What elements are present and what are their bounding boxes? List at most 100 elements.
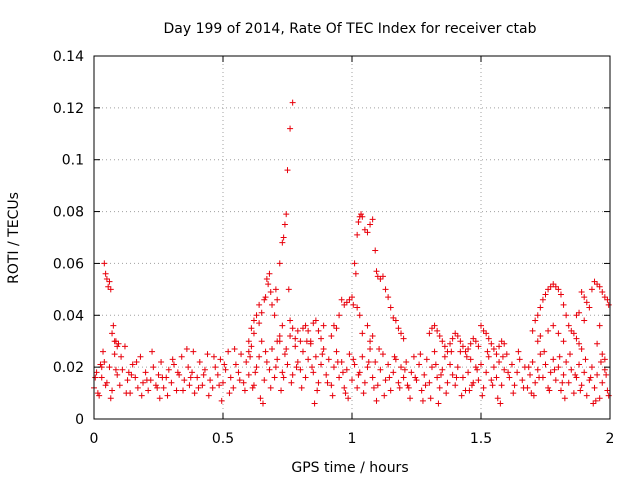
data-point [403, 358, 410, 365]
data-point [152, 382, 159, 389]
data-point [312, 317, 319, 324]
data-point [214, 371, 221, 378]
data-point [529, 327, 536, 334]
data-point [226, 390, 233, 397]
data-point [284, 361, 291, 368]
data-point [537, 333, 544, 340]
data-point [494, 395, 501, 402]
data-point [416, 361, 423, 368]
data-point [514, 369, 521, 376]
data-point [367, 345, 374, 352]
data-point [361, 226, 368, 233]
data-point [140, 379, 147, 386]
data-point [423, 356, 430, 363]
data-point [98, 374, 105, 381]
data-point [263, 275, 270, 282]
data-point [114, 371, 121, 378]
data-point [253, 312, 260, 319]
data-point [328, 382, 335, 389]
data-point [121, 343, 128, 350]
data-point [248, 343, 255, 350]
data-point [358, 211, 365, 218]
data-point [289, 325, 296, 332]
data-point [520, 384, 527, 391]
data-point [125, 369, 132, 376]
data-point [320, 345, 327, 352]
data-point [515, 348, 522, 355]
data-point [503, 351, 510, 358]
data-point [467, 356, 474, 363]
data-point [537, 351, 544, 358]
data-point [501, 340, 508, 347]
data-point [511, 382, 518, 389]
data-point [110, 322, 117, 329]
data-point [400, 335, 407, 342]
data-point [310, 320, 317, 327]
data-point [137, 353, 144, 360]
data-point [484, 348, 491, 355]
data-point [351, 361, 358, 368]
data-point [604, 296, 611, 303]
data-point [556, 353, 563, 360]
data-point [292, 343, 299, 350]
data-point [305, 327, 312, 334]
data-point [170, 361, 177, 368]
data-point [178, 353, 185, 360]
data-point [342, 390, 349, 397]
data-point [396, 384, 403, 391]
data-point [605, 301, 612, 308]
data-point [106, 364, 113, 371]
data-point [447, 361, 454, 368]
data-point [325, 356, 332, 363]
data-point [434, 374, 441, 381]
data-point [360, 390, 367, 397]
data-point [588, 286, 595, 293]
data-point [567, 351, 574, 358]
data-point [265, 281, 272, 288]
data-point [109, 330, 116, 337]
data-point [235, 369, 242, 376]
data-point [536, 374, 543, 381]
data-point [289, 371, 296, 378]
data-point [586, 377, 593, 384]
data-point [341, 384, 348, 391]
data-point [576, 340, 583, 347]
data-point [462, 348, 469, 355]
data-point [382, 286, 389, 293]
data-point [443, 390, 450, 397]
data-point [479, 392, 486, 399]
data-point [274, 356, 281, 363]
y-tick-label: 0 [75, 412, 84, 428]
data-point [532, 379, 539, 386]
ticks-layer [93, 55, 611, 420]
data-point [220, 379, 226, 386]
data-point [496, 358, 503, 365]
data-point [578, 382, 585, 389]
data-point [287, 125, 294, 132]
data-point [392, 317, 399, 324]
data-point [528, 390, 535, 397]
data-point [449, 335, 456, 342]
data-point [100, 348, 107, 355]
data-point [421, 371, 428, 378]
data-point [276, 333, 283, 340]
data-point [289, 99, 296, 106]
data-point [280, 234, 287, 241]
data-point [405, 384, 412, 391]
data-point [374, 382, 381, 389]
data-point [599, 288, 606, 295]
data-point [441, 353, 448, 360]
data-point [594, 281, 601, 288]
data-point [142, 369, 149, 376]
data-point [199, 382, 206, 389]
data-point [349, 377, 355, 384]
data-point [382, 377, 389, 384]
data-point [369, 333, 376, 340]
data-point [133, 358, 140, 365]
data-point [550, 356, 557, 363]
data-point [546, 387, 553, 394]
y-tick-label: 0.02 [53, 360, 84, 376]
x-tick-label: 1.5 [470, 431, 492, 447]
data-point [404, 382, 411, 389]
